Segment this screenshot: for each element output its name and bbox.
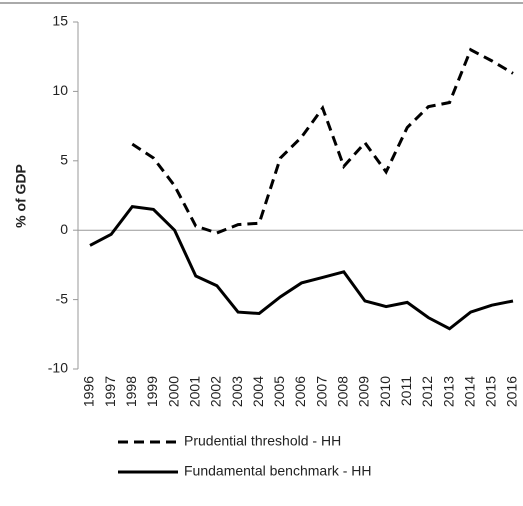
x-tick-label: 2002 [208,376,224,407]
x-tick-label: 2011 [398,376,414,406]
x-tick-label: 2005 [271,376,287,407]
x-tick-label: 2016 [504,376,520,407]
x-tick-label: 2001 [186,376,202,407]
x-tick-label: 2006 [292,376,308,407]
x-tick-label: 2000 [165,376,181,407]
x-tick-label: 2009 [356,376,372,407]
x-tick-label: 2007 [313,376,329,407]
x-tick-label: 2004 [250,376,266,407]
x-tick-label: 2010 [377,376,393,407]
y-axis-label: % of GDP [13,164,29,228]
y-tick-label: 10 [52,82,68,98]
x-tick-label: 2008 [335,376,351,407]
x-tick-label: 2014 [461,376,477,407]
x-tick-label: 2013 [440,376,456,407]
x-tick-label: 2003 [229,376,245,407]
legend-label: Prudential threshold - HH [184,433,341,449]
y-tick-label: 5 [60,152,68,168]
x-tick-label: 1997 [102,376,118,407]
x-tick-label: 1998 [123,376,139,407]
x-tick-label: 1996 [81,376,97,407]
series-line [89,205,514,331]
legend-label: Fundamental benchmark - HH [184,463,372,479]
y-tick-label: 15 [52,13,68,29]
x-tick-label: 1999 [144,376,160,407]
series-line [131,47,514,235]
y-tick-label: -10 [48,360,68,376]
x-tick-label: 2012 [419,376,435,407]
y-tick-label: -5 [56,290,69,306]
x-tick-label: 2015 [483,376,499,407]
y-tick-label: 0 [60,221,68,237]
